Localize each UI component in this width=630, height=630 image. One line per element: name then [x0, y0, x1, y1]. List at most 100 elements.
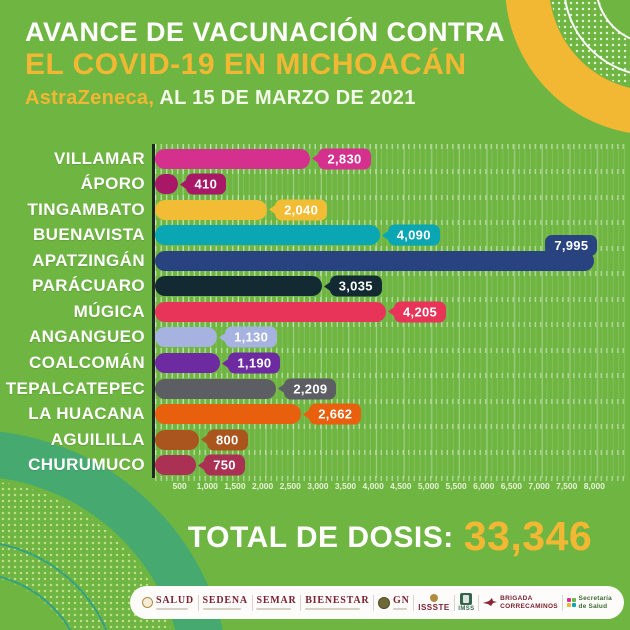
imss-emblem-icon: [460, 593, 473, 605]
wordmark-group: SEMAR: [256, 594, 297, 610]
wordmark-group: BIENESTAR: [305, 595, 369, 610]
grid-tick-band: [155, 245, 625, 251]
logo-divider: [373, 594, 375, 611]
grid-tick-band: [155, 220, 625, 226]
value-tag: 2,040: [269, 199, 328, 221]
chart-row: TEPALCATEPEC 2,209: [0, 376, 622, 402]
category-label: LA HUACANA: [28, 404, 145, 424]
x-tick-label: 2,500: [279, 481, 301, 491]
chart-row: AGUILILLA 800: [0, 427, 622, 453]
value-tag: 2,830: [312, 148, 371, 170]
gov-seal-icon: [142, 597, 153, 608]
row-plot: 2,830: [155, 146, 622, 172]
row-plot: 4,205: [155, 299, 622, 325]
bar: [155, 276, 322, 297]
logo-subtitle-line: [393, 607, 408, 610]
bar: [155, 327, 218, 348]
row-plot: 3,035: [155, 274, 622, 300]
value-tag: 3,035: [323, 275, 382, 297]
grid-tick-band: [155, 296, 625, 302]
bar: [155, 148, 311, 169]
value-tag: 750: [198, 454, 245, 476]
imss-group: IMSS: [458, 593, 474, 612]
row-plot: 4,090: [155, 223, 622, 249]
row-plot: 410: [155, 172, 622, 198]
category-label: CHURUMUCO: [28, 455, 145, 475]
bar: [155, 404, 302, 425]
chart-row: VILLAMAR 2,830: [0, 146, 622, 172]
title-line-2: EL COVID-19 EN MICHOACÁN: [25, 48, 467, 82]
x-tick-label: 7,500: [556, 481, 578, 491]
grid-tick-band: [155, 398, 625, 404]
value-tag: 2,662: [303, 403, 362, 425]
bar: [155, 174, 178, 195]
x-tick-label: 2,000: [251, 481, 274, 491]
x-axis: 500 1,000 1,500 2,000 2,500 3,000 3,500 4,000 4,…: [152, 481, 622, 495]
category-label: TEPALCATEPEC: [5, 378, 145, 398]
chart-row: LA HUACANA 2,662: [0, 401, 622, 427]
footer-logo-brigada-correcaminos: BRIGADA CORRECAMINOS: [483, 595, 558, 610]
row-plot: 2,662: [155, 401, 622, 427]
logo-label: SALUD: [156, 594, 194, 606]
value-tag: 4,090: [381, 224, 440, 246]
category-label: TINGAMBATO: [27, 199, 145, 219]
logo-divider: [453, 594, 455, 611]
michoacan-mark-icon: [566, 598, 576, 607]
chart-row: MÚGICA 4,205: [0, 299, 622, 325]
tag-notch-icon: [323, 281, 331, 292]
grid-tick-band: [155, 169, 625, 175]
subtitle: AstraZeneca, AL 15 DE MARZO DE 2021: [25, 87, 505, 110]
logo-divider: [413, 594, 415, 611]
chart-row: TINGAMBATO 2,040: [0, 197, 622, 223]
footer-logo-secretaria-salud-michoacan: Secretaría de Salud: [566, 595, 612, 610]
chart-row: PARÁCUARO 3,035: [0, 274, 622, 300]
tag-notch-icon: [303, 409, 311, 420]
bar: [155, 199, 268, 220]
subtitle-date: AL 15 DE MARZO DE 2021: [154, 86, 416, 109]
tag-tail-icon: [560, 255, 571, 263]
x-tick-label: 4,500: [390, 481, 412, 491]
value-tag: 2,209: [278, 378, 337, 400]
logo-divider: [300, 594, 302, 611]
bar: [155, 301, 387, 322]
grid-tick-band: [155, 424, 625, 430]
logo-label-2: de Salud: [578, 602, 608, 610]
grid-tick-band: [155, 194, 625, 200]
michoacan-text-group: Secretaría de Salud: [579, 595, 612, 610]
x-tick-label: 5,500: [445, 481, 467, 491]
row-plot: 1,190: [155, 350, 622, 376]
logo-label: ISSSTE: [418, 602, 450, 612]
tag-notch-icon: [312, 153, 320, 164]
chart-row: ÁPORO 410: [0, 172, 622, 198]
row-plot: 2,209: [155, 376, 622, 402]
tag-notch-icon: [198, 460, 206, 471]
brigada-text-group: BRIGADA CORRECAMINOS: [500, 595, 558, 610]
x-tick-label: 6,500: [500, 481, 523, 491]
tag-notch-icon: [278, 383, 286, 394]
bar: [155, 455, 197, 476]
gn-seal-icon: [378, 596, 391, 609]
x-tick-label: 3,000: [307, 481, 329, 491]
footer-logo-gn: GN: [378, 595, 410, 610]
logo-label: BRIGADA: [500, 595, 533, 603]
tag-notch-icon: [269, 204, 277, 215]
x-tick-label: 1,500: [224, 481, 246, 491]
value-tag: 800: [200, 429, 248, 451]
row-plot: 7,995: [155, 235, 622, 274]
tag-notch-icon: [381, 230, 389, 241]
chart-rows: VILLAMAR 2,830 ÁPORO 410 TINGAMBATO 2,040 BUEN…: [0, 146, 622, 478]
value-tag: 410: [179, 173, 227, 195]
category-label: ANGANGUEO: [29, 327, 145, 347]
value-tag: 4,205: [388, 301, 447, 323]
x-tick-label: 6,000: [473, 481, 495, 491]
chart-row: APATZINGÁN 7,995: [0, 235, 622, 274]
value-tag: 7,995: [545, 235, 598, 263]
logo-subtitle-line: [305, 607, 360, 610]
logo-label: SEMAR: [256, 594, 297, 606]
grid-tick-band: [155, 449, 625, 455]
total-label: TOTAL DE DOSIS:: [187, 521, 454, 554]
footer-logo-issste: ISSSTE: [418, 593, 450, 612]
wordmark-group: SEDENA: [202, 595, 248, 610]
chart-row: COALCOMÁN 1,190: [0, 350, 622, 376]
